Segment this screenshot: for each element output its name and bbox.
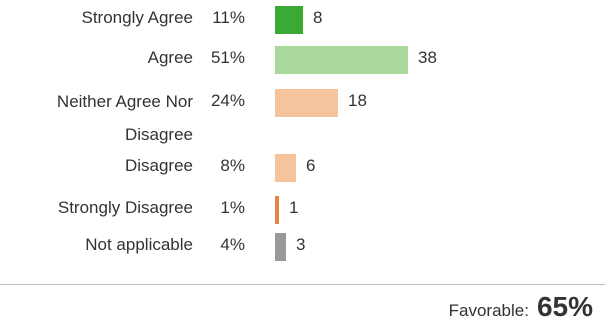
count-label: 3	[296, 235, 306, 254]
category-label: Disagree	[124, 156, 193, 175]
bar-row: Disagree 8% 6	[0, 152, 605, 182]
category-label: Strongly Agree	[81, 8, 193, 27]
count-label: 18	[348, 91, 367, 110]
count-label: 8	[313, 8, 323, 27]
percent-label: 4%	[220, 235, 245, 254]
bar	[275, 46, 408, 74]
count-label: 6	[306, 156, 316, 175]
bar-row: Strongly Disagree 1% 1	[0, 194, 605, 224]
bar	[275, 89, 338, 117]
bar	[275, 196, 279, 224]
bar-row: Strongly Agree 11% 8	[0, 4, 605, 34]
favorable-summary: Favorable: 65%	[449, 291, 593, 325]
percent-label: 11%	[212, 8, 245, 27]
bar-row: Not applicable 4% 3	[0, 231, 605, 261]
bar	[275, 154, 296, 182]
percent-label: 51%	[210, 48, 245, 67]
count-label: 1	[289, 198, 299, 217]
bar-row: Neither Agree Nor Disagree 24% 18	[0, 87, 605, 144]
count-label: 38	[418, 48, 437, 67]
percent-label: 8%	[220, 156, 245, 175]
category-label: Not applicable	[85, 235, 193, 254]
bar	[275, 233, 286, 261]
divider	[0, 284, 605, 285]
bar-row: Agree 51% 38	[0, 44, 605, 74]
favorable-label: Favorable:	[448, 301, 529, 320]
category-label: Neither Agree Nor Disagree	[56, 92, 193, 144]
response-bar-chart: Strongly Agree 11% 8 Agree 51% 38 Neither Agre…	[0, 4, 605, 261]
category-label: Agree	[147, 48, 193, 67]
favorable-value: 65%	[536, 291, 593, 322]
category-label: Strongly Disagree	[57, 198, 193, 217]
bar	[275, 6, 303, 34]
percent-label: 1%	[220, 198, 245, 217]
percent-label: 24%	[210, 91, 245, 110]
